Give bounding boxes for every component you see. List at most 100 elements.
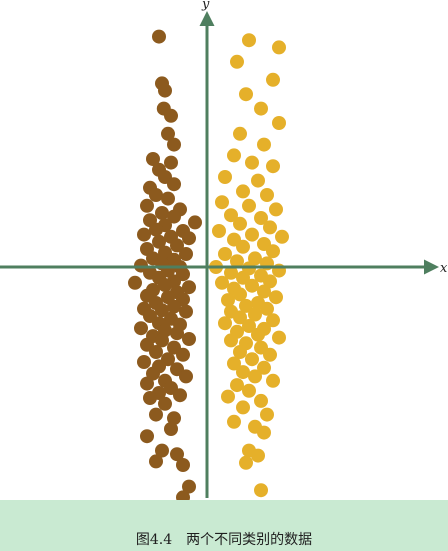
scatter-point-s2-29 [236,239,250,254]
scatter-point-s1-45 [182,280,196,295]
scatter-point-s1-9 [164,155,178,170]
scatter-point-s2-73 [230,378,244,393]
scatter-point-s2-53 [248,307,262,322]
scatter-point-s2-41 [263,274,277,289]
scatter-point-s2-18 [242,198,256,213]
scatter-point-s1-18 [155,206,169,220]
scatter-point-s1-92 [176,490,190,500]
scatter-point-s2-22 [233,216,247,231]
scatter-point-s1-60 [134,321,148,336]
scatter-point-s1-52 [167,299,181,314]
scatter-point-s1-77 [140,376,154,391]
scatter-point-s2-19 [269,202,283,217]
scatter-point-s2-81 [257,425,271,440]
scatter-point-s1-43 [128,275,142,290]
scatter-point-s2-70 [236,365,250,380]
scatter-point-s1-28 [152,234,166,249]
scatter-plot: x y [0,0,448,500]
scatter-point-s1-3 [158,83,172,98]
scatter-point-s2-40 [236,270,250,285]
scatter-point-s1-71 [137,355,151,369]
scatter-point-s2-65 [233,345,247,359]
scatter-point-s1-65 [155,333,169,348]
scatter-point-s1-84 [167,411,181,426]
scatter-point-s1-83 [149,407,163,422]
scatter-point-s2-42 [215,275,229,290]
scatter-point-s2-84 [239,455,253,470]
scatter-point-s2-45 [257,284,271,299]
scatter-point-s2-25 [245,227,259,242]
scatter-point-s1-21 [188,215,202,230]
scatter-point-s1-81 [143,391,157,405]
scatter-point-s2-67 [245,352,259,367]
scatter-point-s1-88 [170,447,184,462]
scatter-point-s2-54 [233,310,247,325]
scatter-point-s2-17 [215,195,229,210]
scatter-point-s2-76 [254,393,268,408]
scatter-point-s1-69 [176,347,190,362]
scatter-point-s1-54 [155,303,169,318]
scatter-point-s2-77 [236,400,250,415]
scatter-point-s2-48 [221,293,235,308]
scatter-point-s1-87 [155,443,169,458]
scatter-point-s2-6 [254,101,268,116]
scatter-point-s2-26 [275,229,289,244]
scatter-point-s2-66 [263,347,277,362]
scatter-point-s1-23 [149,222,163,237]
scatter-point-s2-61 [272,330,286,345]
scatter-point-s1-1 [152,29,166,44]
scatter-point-s2-47 [269,290,283,305]
scatter-point-s1-5 [164,108,178,123]
scatter-point-s2-68 [227,356,241,371]
scatter-point-s2-20 [224,208,238,223]
data-points [128,29,289,500]
scatter-point-s2-2 [272,40,286,55]
scatter-point-s2-62 [224,333,238,348]
scatter-point-s2-4 [266,72,280,87]
scatter-point-s1-86 [140,429,154,444]
scatter-point-s2-31 [218,247,232,261]
scatter-point-s2-9 [257,137,271,152]
scatter-point-s2-38 [224,265,238,280]
scatter-point-s1-89 [149,454,163,469]
x-axis-label: x [440,261,448,276]
scatter-point-s2-85 [254,483,268,498]
scatter-point-s1-62 [170,326,184,341]
scatter-point-s2-7 [272,116,286,130]
scatter-point-s2-13 [218,170,232,184]
y-axis-label: y [201,0,210,12]
scatter-point-s1-68 [149,345,163,359]
scatter-point-s1-90 [176,458,190,472]
scatter-point-s2-1 [242,33,256,48]
scatter-point-s2-5 [239,87,253,102]
scatter-point-s1-55 [179,304,193,319]
scatter-point-s2-30 [266,244,280,259]
scatter-point-s2-43 [245,278,259,293]
scatter-point-s1-27 [182,231,196,246]
scatter-point-s1-16 [140,198,154,213]
scatter-point-s1-12 [167,177,181,192]
scatter-point-s2-74 [242,383,256,398]
scatter-point-s1-7 [167,137,181,152]
scatter-point-s2-56 [218,316,232,331]
scatter-point-s2-57 [242,319,256,333]
scatter-point-s1-25 [137,227,151,242]
scatter-point-s2-83 [251,448,265,463]
scatter-point-s2-23 [263,220,277,235]
scatter-point-s2-46 [233,287,247,302]
scatter-point-s1-82 [158,396,172,411]
scatter-point-s2-79 [227,414,241,429]
scatter-point-s1-8 [146,152,160,166]
figure-caption: 图4.4 两个不同类别的数据 [135,532,313,548]
scatter-point-s2-3 [230,54,244,69]
scatter-point-s1-91 [182,479,196,494]
scatter-point-s2-12 [266,159,280,174]
scatter-point-s2-55 [266,313,280,328]
scatter-point-s2-69 [257,360,271,375]
scatter-point-s1-32 [179,247,193,261]
scatter-point-s2-14 [251,173,265,188]
scatter-point-s2-78 [260,407,274,422]
scatter-point-s2-8 [233,126,247,141]
scatter-point-s2-51 [260,301,274,316]
scatter-point-s1-6 [161,126,175,141]
